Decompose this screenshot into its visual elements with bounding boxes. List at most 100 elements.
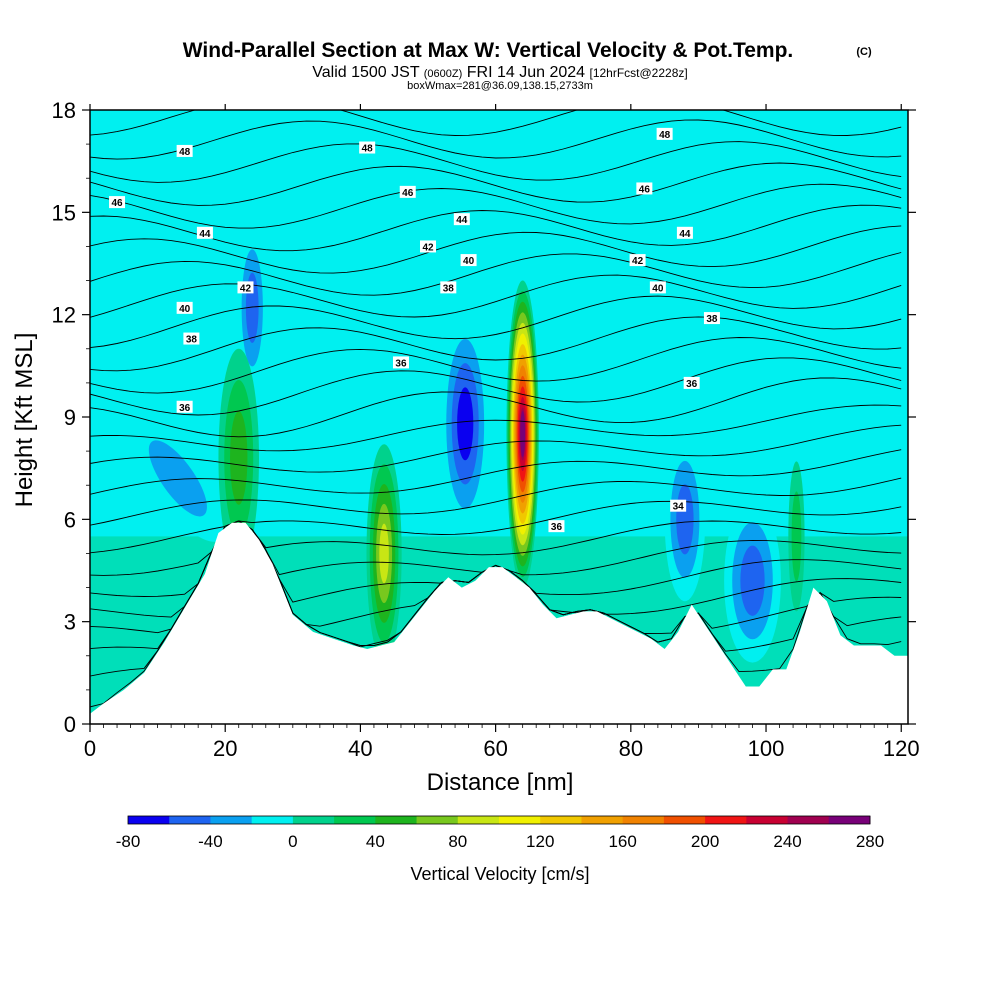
- chart-subtitle-box: boxWmax=281@36.09,138.15,2733m: [407, 80, 593, 92]
- x-tick-label: 0: [84, 736, 96, 761]
- contour-labels: 48 48 48 46 46 46 44 44 44 42 42 42 40 40 40 38 38 38 36 36…: [109, 127, 720, 533]
- colorbar-tick-label: 240: [773, 832, 801, 851]
- subtitle-forecast: [12hrFcst@2228z]: [589, 66, 687, 80]
- theta-contour-label: 36: [548, 520, 565, 533]
- x-tick-label: 40: [348, 736, 372, 761]
- theta-contour-line: [90, 110, 902, 136]
- theta-contour-label-text: 42: [240, 283, 252, 294]
- colorbar-segment: [663, 816, 706, 824]
- theta-contour-label-text: 48: [179, 147, 191, 158]
- colorbar-tick-label: 200: [691, 832, 719, 851]
- theta-contour-label-text: 34: [673, 502, 685, 513]
- colorbar-title: Vertical Velocity [cm/s]: [410, 864, 589, 884]
- theta-contour-label-text: 38: [706, 314, 718, 325]
- velocity-band: [379, 523, 389, 584]
- velocity-band: [791, 491, 802, 582]
- theta-contour-line: [90, 225, 902, 274]
- colorbar-segment: [334, 816, 376, 824]
- y-tick-label: 6: [64, 507, 76, 532]
- velocity-cell-2: [218, 348, 260, 568]
- plot-area: 48 48 48 46 46 46 44 44 44 42 42 42 40 40 40 38 38 38 36 36…: [90, 110, 908, 724]
- theta-contour-label: 48: [359, 141, 376, 155]
- theta-contour-label: 48: [176, 144, 193, 158]
- x-tick-label: 80: [619, 736, 643, 761]
- theta-contour-line: [90, 424, 902, 473]
- theta-contour-label-text: 48: [362, 144, 374, 155]
- y-tick-label: 3: [64, 610, 76, 635]
- theta-contour-label-text: 48: [659, 130, 671, 141]
- theta-contour-label-text: 36: [395, 358, 407, 369]
- theta-contour-line: [90, 119, 902, 160]
- velocity-band: [520, 411, 526, 458]
- theta-contour-label-text: 40: [463, 256, 475, 267]
- theta-contour-line: [90, 500, 902, 554]
- y-tick-label: 9: [64, 405, 76, 430]
- theta-contour-label: 46: [109, 196, 126, 209]
- colorbar-segment: [416, 816, 459, 824]
- velocity-band: [740, 545, 765, 616]
- colorbar-segment: [622, 816, 665, 824]
- colorbar-segment: [705, 816, 747, 824]
- colorbar-segment: [457, 816, 500, 824]
- y-tick-label: 18: [52, 98, 76, 123]
- theta-contour-label: 36: [392, 356, 409, 369]
- theta-contour-label: 44: [196, 226, 213, 240]
- theta-contour-label-text: 44: [456, 215, 468, 226]
- velocity-band: [148, 440, 207, 517]
- colorbar-segment: [128, 816, 170, 824]
- velocity-band: [230, 411, 248, 505]
- velocity-cell-3: [366, 444, 402, 663]
- theta-contour-line: [90, 449, 902, 495]
- theta-contour-line: [90, 404, 902, 452]
- theta-contour-line: [90, 183, 902, 229]
- theta-contour-line: [90, 252, 902, 296]
- theta-contour-line: [90, 316, 902, 372]
- theta-contour-label-text: 38: [443, 283, 455, 294]
- theta-contour-label-text: 36: [551, 522, 563, 533]
- chart-title: Wind-Parallel Section at Max W: Vertical…: [183, 39, 794, 62]
- theta-contour-label: 34: [670, 499, 687, 513]
- colorbar: -80 -40 0 40 80 120 160 200 240 280: [116, 815, 884, 851]
- x-tick-label: 20: [213, 736, 237, 761]
- colorbar-tick-label: 80: [448, 832, 467, 851]
- theta-contour-line: [90, 357, 902, 416]
- colorbar-tick-label: 160: [608, 832, 636, 851]
- y-tick-label: 0: [64, 712, 76, 737]
- theta-contour-label-text: 42: [422, 242, 434, 253]
- y-tick-label: 12: [52, 303, 76, 328]
- colorbar-segment: [375, 816, 418, 824]
- colorbar-segment: [540, 816, 582, 824]
- theta-contour-label: 40: [649, 281, 666, 294]
- theta-contour-label-text: 40: [652, 283, 664, 294]
- theta-contour-label: 40: [176, 301, 193, 315]
- theta-contour-label-text: 44: [679, 229, 691, 240]
- theta-contour-label: 48: [656, 127, 673, 141]
- theta-contour-label-text: 46: [111, 198, 123, 209]
- colorbar-tick-label: 0: [288, 832, 297, 851]
- colorbar-tick-label: 120: [526, 832, 554, 851]
- theta-contour-line: [90, 162, 902, 206]
- x-tick-label: 120: [883, 736, 920, 761]
- theta-contour-label: 44: [453, 213, 470, 226]
- x-tick-label: 60: [483, 736, 507, 761]
- theta-contour-label: 38: [183, 332, 200, 346]
- colorbar-segment: [828, 816, 871, 824]
- x-tick-label: 100: [748, 736, 785, 761]
- colorbar-segment: [251, 816, 294, 824]
- theta-contour-label-text: 38: [186, 335, 198, 346]
- colorbar-tick-label: 280: [856, 832, 884, 851]
- title-copyright-mark: (C): [856, 46, 872, 58]
- theta-contour-label-text: 36: [179, 403, 191, 414]
- velocity-cell-8: [788, 461, 805, 612]
- colorbar-segment: [210, 816, 253, 824]
- theta-contour-label: 38: [440, 281, 457, 294]
- theta-contour-label-text: 46: [639, 184, 651, 195]
- colorbar-segment: [787, 816, 830, 824]
- theta-contour-line: [90, 337, 902, 394]
- y-tick-label: 15: [52, 200, 76, 225]
- theta-contour-label: 38: [703, 312, 720, 325]
- colorbar-tick-label: -80: [116, 832, 141, 851]
- theta-contour-label: 46: [399, 185, 416, 199]
- theta-contour-label: 40: [460, 254, 477, 267]
